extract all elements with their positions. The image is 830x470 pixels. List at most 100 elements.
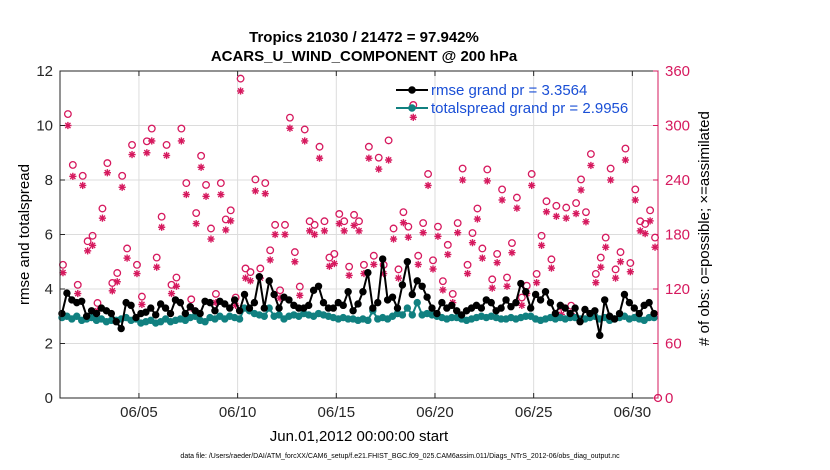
rmse-point xyxy=(378,255,387,263)
obs-assimilated-point xyxy=(281,230,289,239)
rmse-point xyxy=(226,304,234,312)
obs-possible-point xyxy=(419,219,428,227)
obs-possible-point xyxy=(310,220,319,229)
obs-possible-point xyxy=(641,220,650,228)
obs-assimilated-point xyxy=(207,235,215,243)
obs-possible-point xyxy=(443,240,452,249)
obs-possible-point xyxy=(404,222,413,231)
obs-possible-point xyxy=(463,260,472,269)
rmse-point xyxy=(63,289,71,297)
obs-assimilated-point xyxy=(439,286,447,294)
totalspread-point xyxy=(260,312,268,320)
obs-possible-point xyxy=(542,197,551,206)
obs-assimilated-point xyxy=(370,260,378,269)
obs-possible-point xyxy=(182,179,191,188)
obs-assimilated-point xyxy=(261,190,269,198)
rmse-point xyxy=(82,312,91,320)
obs-assimilated-point xyxy=(320,227,329,235)
rmse-point xyxy=(418,282,426,290)
obs-assimilated-point xyxy=(468,239,477,247)
obs-possible-point xyxy=(98,204,107,213)
obs-possible-point xyxy=(128,140,136,149)
legend-item-rmse: rmse grand pr = 3.3564 xyxy=(396,82,587,99)
obs-assimilated-point xyxy=(301,137,309,145)
obs-assimilated-point xyxy=(508,249,516,257)
obs-assimilated-point xyxy=(202,192,210,200)
rmse-point xyxy=(393,304,402,312)
rmse-point xyxy=(211,307,219,315)
rmse-point xyxy=(250,298,259,307)
x-tick-label: 06/05 xyxy=(120,404,158,421)
rmse-point xyxy=(576,318,584,326)
rmse-point xyxy=(551,309,560,318)
obs-assimilated-point xyxy=(79,181,87,190)
obs-possible-point xyxy=(374,153,383,162)
obs-possible-point xyxy=(266,246,275,255)
rmse-point xyxy=(245,304,254,312)
y-right-tick-label: 120 xyxy=(665,281,690,298)
obs-possible-point xyxy=(177,124,186,133)
rmse-point xyxy=(438,298,446,307)
rmse-point xyxy=(448,301,456,310)
obs-possible-point xyxy=(236,74,245,83)
obs-assimilated-point xyxy=(459,176,467,184)
rmse-point xyxy=(581,305,589,314)
rmse-point xyxy=(349,307,357,315)
obs-possible-point xyxy=(300,125,309,134)
rmse-point xyxy=(571,304,579,312)
totalspread-point xyxy=(364,316,372,325)
rmse-point xyxy=(591,307,599,315)
rmse-point xyxy=(230,296,239,304)
obs-assimilated-point xyxy=(592,279,600,287)
obs-possible-point xyxy=(483,165,492,174)
rmse-point xyxy=(319,298,328,307)
obs-assimilated-point xyxy=(335,220,343,228)
obs-possible-point xyxy=(187,295,196,304)
rmse-point xyxy=(507,303,515,311)
obs-possible-point xyxy=(305,217,314,226)
obs-assimilated-point xyxy=(123,254,131,262)
obs-possible-point xyxy=(596,253,605,262)
obs-assimilated-point xyxy=(577,186,585,194)
obs-possible-point xyxy=(108,279,117,287)
obs-assimilated-point xyxy=(251,187,259,195)
y-left-tick-label: 4 xyxy=(45,281,53,298)
obs-possible-point xyxy=(241,264,250,273)
obs-assimilated-point xyxy=(365,154,373,162)
obs-assimilated-point xyxy=(537,241,546,249)
obs-zero-marker xyxy=(653,393,663,403)
obs-assimilated-point xyxy=(646,217,654,225)
obs-assimilated-point xyxy=(651,243,659,251)
obs-possible-point xyxy=(192,209,201,218)
y-left-tick-label: 10 xyxy=(36,118,53,135)
obs-possible-point xyxy=(290,248,299,257)
legend-rmse-label: rmse grand pr = 3.3564 xyxy=(431,82,587,99)
rmse-point xyxy=(186,303,194,311)
rmse-point xyxy=(156,300,165,308)
rmse-point xyxy=(531,290,540,299)
rmse-point xyxy=(270,290,278,299)
obs-assimilated-point xyxy=(463,269,472,278)
y-left-tick-label: 8 xyxy=(45,172,53,189)
obs-possible-point xyxy=(512,193,521,202)
obs-assimilated-point xyxy=(167,289,176,298)
chart-title-line1: Tropics 21030 / 21472 = 97.942% xyxy=(249,29,479,46)
rmse-point xyxy=(635,309,643,318)
obs-possible-point xyxy=(83,237,92,246)
rmse-point xyxy=(433,309,441,318)
rmse-point xyxy=(359,288,367,296)
totalspread-point xyxy=(403,304,412,312)
obs-assimilated-point xyxy=(236,87,245,95)
rmse-point xyxy=(610,315,619,323)
rmse-point xyxy=(630,304,639,312)
x-tick-label: 06/25 xyxy=(515,404,553,421)
x-axis-label: Jun.01,2012 00:00:00 start xyxy=(270,428,449,445)
obs-possible-point xyxy=(216,179,225,188)
rmse-point xyxy=(615,309,624,318)
data-file-footnote: data file: /Users/raeder/DAI/ATM_forcXX/… xyxy=(180,453,620,460)
y-left-tick-label: 0 xyxy=(45,390,53,407)
obs-assimilated-point xyxy=(296,291,304,299)
rmse-point xyxy=(275,304,283,312)
rmse-point xyxy=(398,281,407,289)
